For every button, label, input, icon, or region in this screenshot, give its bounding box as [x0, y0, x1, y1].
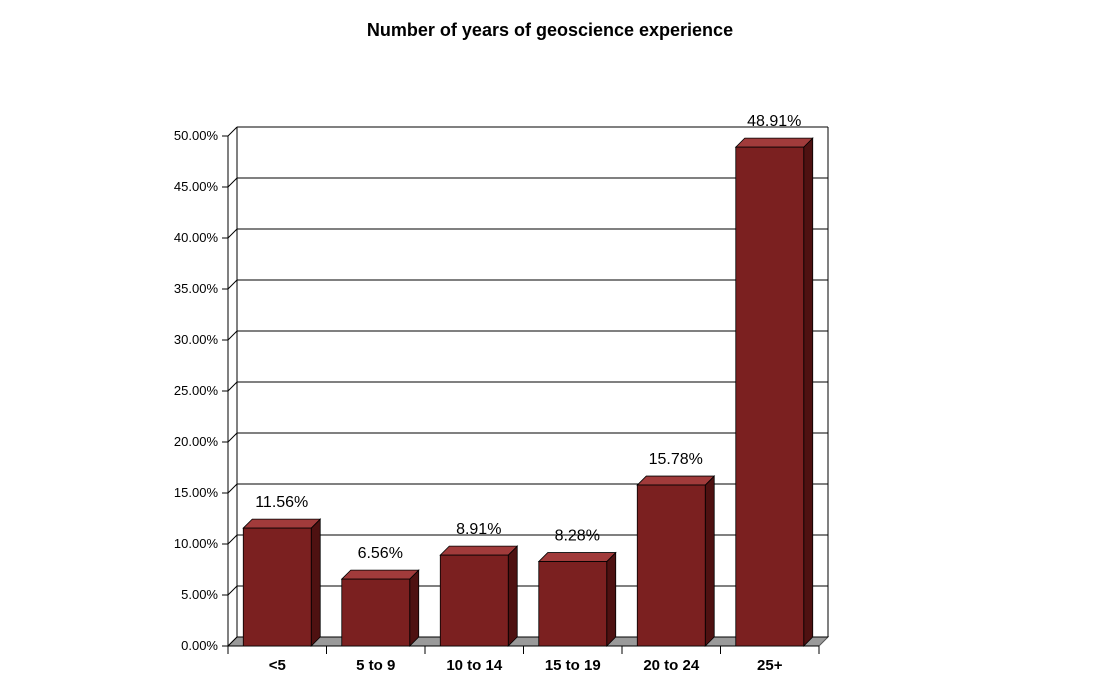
gridline-depth [227, 432, 238, 443]
x-tick-label: 5 to 9 [356, 657, 395, 674]
bar [242, 527, 312, 647]
bar-top [439, 545, 519, 556]
bar [636, 484, 706, 647]
y-tick-label: 30.00% [174, 332, 219, 347]
y-tick-label: 0.00% [181, 638, 218, 653]
x-tick-label: 20 to 24 [643, 657, 700, 674]
gridline-depth [227, 177, 238, 188]
gridline-depth [227, 636, 238, 647]
data-label: 6.56% [358, 545, 403, 562]
bar [538, 561, 608, 647]
y-tick-label: 25.00% [174, 383, 219, 398]
data-label: 15.78% [649, 451, 703, 468]
bar-side [507, 545, 518, 647]
bar [439, 554, 509, 647]
data-label: 8.91% [456, 521, 501, 538]
y-tick-label: 10.00% [174, 536, 219, 551]
gridline-depth [227, 126, 238, 137]
gridline-depth [227, 585, 238, 596]
bar-top [636, 475, 716, 486]
gridline-depth [227, 483, 238, 494]
chart-title: Number of years of geoscience experience [366, 20, 734, 40]
y-tick-label: 50.00% [174, 128, 219, 143]
bar-top [340, 569, 420, 580]
gridline-depth [227, 330, 238, 341]
bar-top [734, 137, 814, 148]
y-tick-label: 45.00% [174, 179, 219, 194]
data-label: 48.91% [747, 113, 801, 130]
x-tick-label: 25+ [757, 657, 783, 674]
bar-side [409, 569, 420, 647]
bar-side [803, 137, 814, 647]
bar-side [606, 551, 617, 647]
bar-side [310, 518, 321, 647]
gridline-depth [227, 279, 238, 290]
y-tick-label: 40.00% [174, 230, 219, 245]
data-label: 11.56% [255, 494, 308, 511]
bar-top [242, 518, 322, 529]
y-tick-label: 35.00% [174, 281, 219, 296]
y-tick-label: 20.00% [174, 434, 219, 449]
data-label: 8.28% [555, 528, 600, 545]
x-tick-label: <5 [269, 657, 286, 674]
bar [341, 578, 411, 647]
gridline-depth [227, 381, 238, 392]
y-tick-label: 5.00% [181, 587, 218, 602]
bar-side [704, 475, 715, 647]
bar [735, 146, 805, 647]
x-tick-label: 15 to 19 [545, 657, 601, 674]
bar-top [537, 552, 617, 562]
y-tick-label: 15.00% [174, 485, 219, 500]
gridline-depth [227, 228, 238, 239]
gridline-depth [227, 534, 238, 545]
x-tick-label: 10 to 14 [446, 657, 503, 674]
